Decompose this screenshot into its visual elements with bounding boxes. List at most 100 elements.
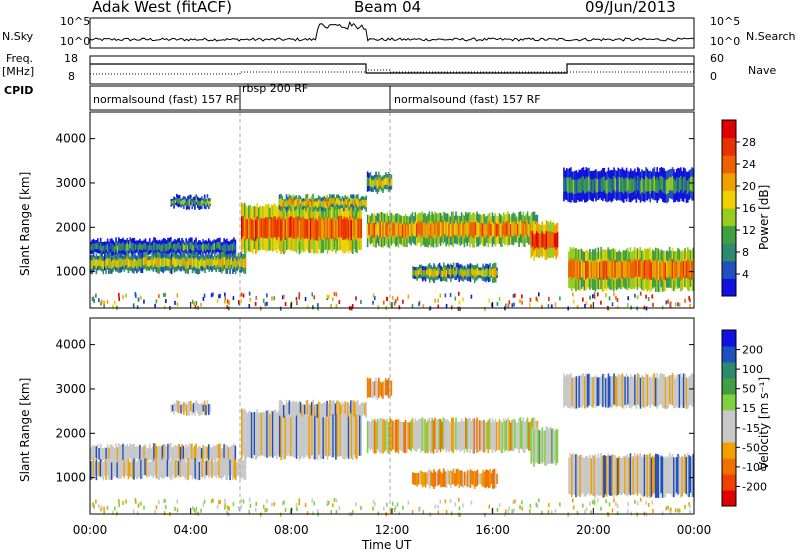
- power-cell: [457, 266, 459, 274]
- power-cell: [186, 244, 189, 252]
- velocity-cell: [101, 447, 103, 463]
- power-cell: [458, 306, 460, 311]
- power-cell: [302, 216, 305, 239]
- power-cell: [521, 222, 523, 236]
- power-cell: [531, 230, 534, 247]
- power-cell: [157, 243, 159, 250]
- velocity-cell: [469, 418, 471, 454]
- power-cell: [657, 179, 660, 193]
- velocity-cell: [298, 413, 301, 461]
- velocity-cell: [511, 419, 513, 451]
- power-cell: [330, 303, 333, 308]
- velocity-cell: [433, 469, 435, 490]
- freq-unit-label: [MHz]: [2, 65, 35, 78]
- power-cell: [595, 178, 597, 193]
- velocity-cell: [657, 378, 660, 407]
- velocity-cell: [471, 470, 473, 485]
- velocity-cell: [484, 422, 487, 452]
- power-cell: [529, 297, 532, 302]
- power-cell: [196, 245, 199, 251]
- velocity-cell: [221, 448, 224, 461]
- velocity-cell: [428, 417, 431, 451]
- power-cell: [375, 224, 377, 239]
- power-cell: [126, 256, 128, 266]
- power-cell: [565, 176, 568, 192]
- power-cell: [684, 176, 686, 191]
- velocity-cell: [266, 507, 268, 512]
- power-cell: [424, 270, 427, 278]
- velocity-cell: [111, 444, 113, 463]
- power-cell: [611, 259, 614, 279]
- power-cell: [126, 242, 129, 251]
- velocity-cell: [355, 400, 358, 415]
- velocity-cell: [480, 473, 483, 486]
- power-cell: [632, 260, 635, 279]
- power-cell: [283, 219, 285, 242]
- velocity-cell: [492, 469, 494, 489]
- power-cell: [234, 244, 237, 253]
- power-cell: [316, 220, 319, 242]
- velocity-cell: [607, 373, 610, 408]
- power-cell: [208, 201, 210, 206]
- power-cell: [231, 243, 234, 252]
- velocity-cell: [174, 460, 177, 478]
- velocity-cell: [452, 417, 454, 454]
- velocity-cell: [642, 376, 645, 408]
- power-cell: [613, 292, 615, 297]
- velocity-cell: [158, 445, 161, 461]
- velocity-cell: [633, 452, 636, 495]
- power-cell: [398, 305, 401, 310]
- velocity-cell: [335, 498, 338, 503]
- velocity-cell: [191, 443, 193, 462]
- velocity-cell: [177, 401, 180, 414]
- velocity-cell: [501, 422, 504, 454]
- power-cell: [122, 259, 124, 266]
- power-cell: [412, 269, 414, 275]
- power-cell: [335, 303, 338, 308]
- velocity-cell: [521, 506, 523, 511]
- colorbar-swatch: [722, 378, 736, 395]
- velocity-cell: [99, 443, 102, 462]
- velocity-cell: [130, 444, 133, 461]
- velocity-cell: [95, 446, 98, 459]
- velocity-cell: [137, 503, 140, 508]
- colorbar-swatch: [722, 260, 736, 279]
- velocity-cell: [502, 418, 505, 450]
- power-cell: [670, 177, 672, 191]
- velocity-cell: [213, 457, 216, 476]
- velocity-cell: [455, 417, 457, 450]
- velocity-cell: [331, 400, 334, 414]
- power-cell: [497, 223, 499, 236]
- velocity-cell: [627, 376, 629, 405]
- power-cell: [466, 268, 469, 277]
- power-cell: [142, 257, 145, 266]
- power-cell: [295, 296, 298, 301]
- velocity-cell: [185, 444, 188, 460]
- velocity-cell: [457, 512, 460, 517]
- velocity-cell: [376, 380, 379, 401]
- velocity-cell: [131, 461, 134, 479]
- power-cell: [569, 258, 572, 278]
- power-cell: [446, 221, 449, 236]
- power-cell: [269, 219, 271, 239]
- velocity-cell: [516, 422, 519, 450]
- power-cell: [598, 262, 601, 280]
- power-cell: [285, 199, 288, 208]
- nsky-panel: [89, 17, 695, 49]
- power-cell: [626, 303, 629, 308]
- power-cell: [98, 245, 101, 251]
- power-cell: [682, 260, 685, 278]
- power-cell: [600, 178, 603, 192]
- power-cell: [417, 269, 420, 276]
- velocity-cell: [337, 400, 340, 415]
- power-cell: [668, 257, 671, 277]
- power-cell: [183, 199, 185, 206]
- velocity-cell: [449, 499, 452, 504]
- power-cell: [407, 294, 410, 299]
- power-cell: [244, 257, 247, 268]
- velocity-cell: [553, 430, 556, 462]
- velocity-cell: [330, 411, 333, 458]
- velocity-cell: [321, 409, 323, 459]
- power-cell: [120, 243, 123, 251]
